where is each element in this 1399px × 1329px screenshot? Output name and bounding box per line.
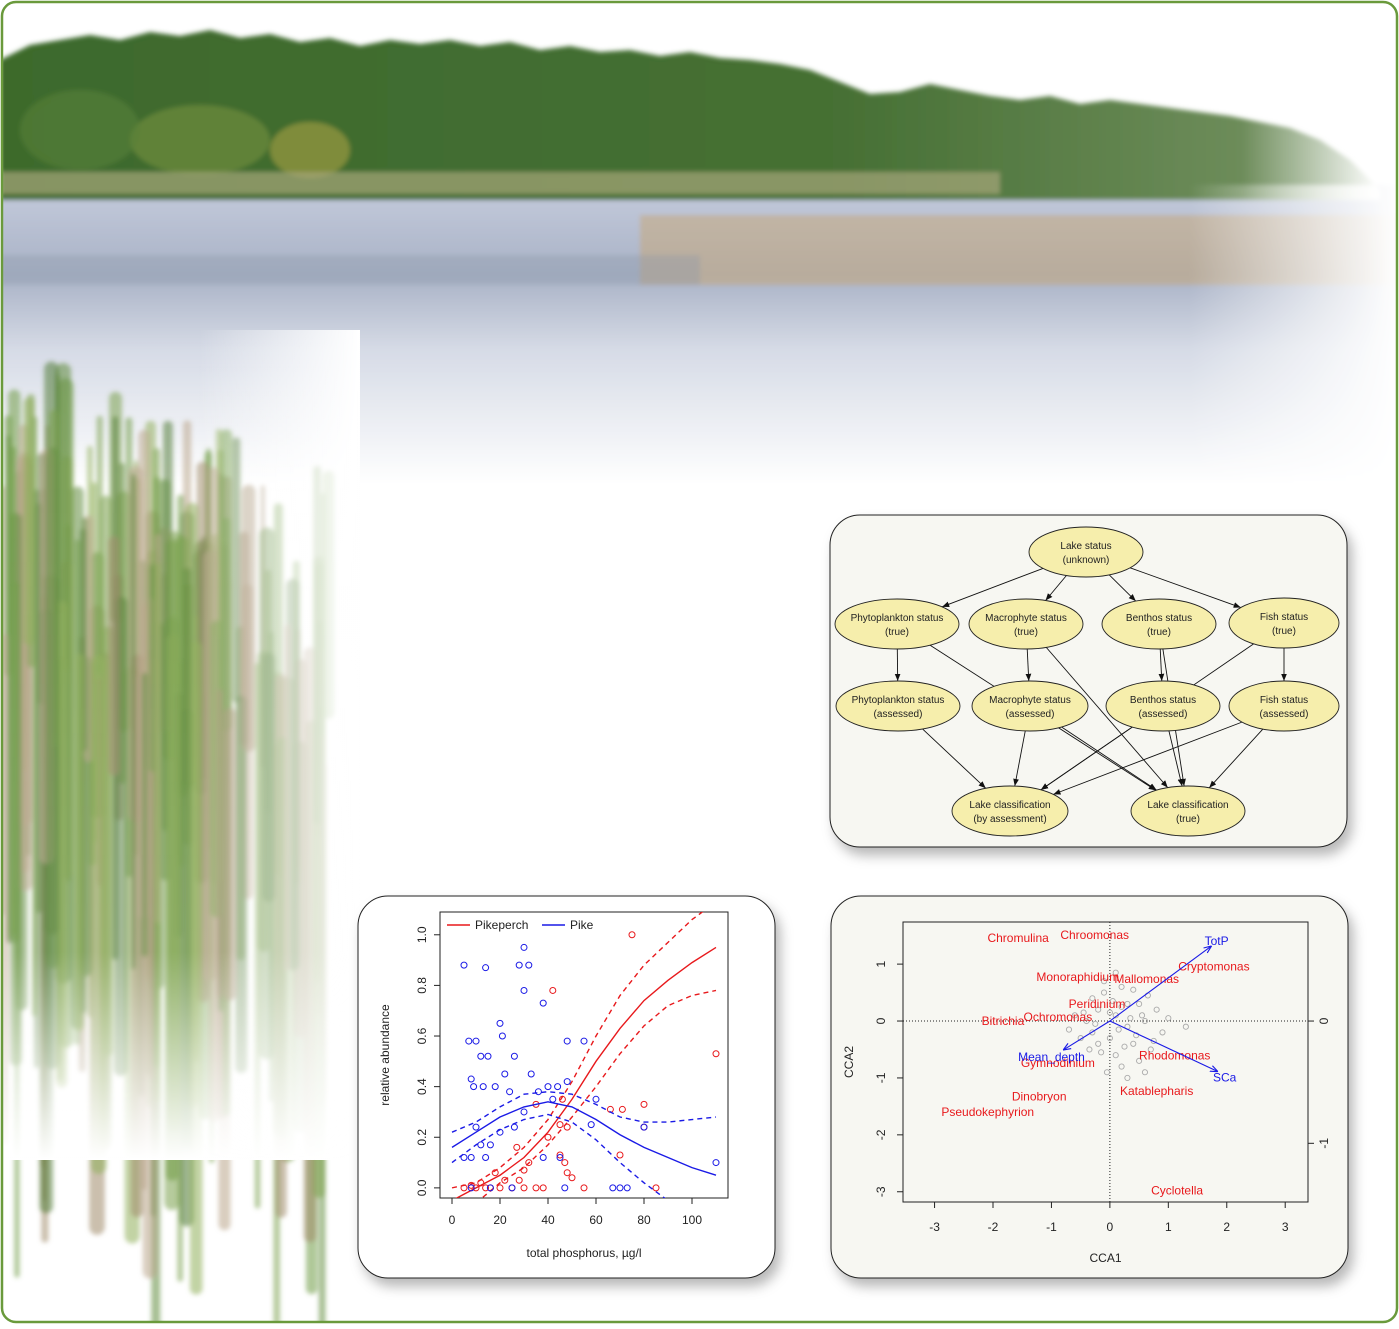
y-tick-label: -3 bbox=[874, 1186, 888, 1197]
scatter-chart: 0 20 40 60 80 100 0.0 0.2 0.4 0.6 0.8 1.0 total phos… bbox=[358, 896, 775, 1278]
node bbox=[1106, 681, 1220, 731]
node-sublabel: (true) bbox=[1147, 627, 1171, 638]
env-label: SCa bbox=[1213, 1071, 1237, 1085]
y-tick-label: -2 bbox=[874, 1129, 888, 1140]
x-tick-label: -3 bbox=[929, 1220, 940, 1234]
x-axis-label: CCA1 bbox=[1089, 1251, 1121, 1265]
node-sublabel: (true) bbox=[885, 627, 909, 638]
node-label: Phytoplankton status bbox=[851, 613, 944, 624]
species-label: Peridinium bbox=[1069, 997, 1126, 1011]
species-label: Bitrichia bbox=[982, 1014, 1025, 1028]
y-tick-label: 0 bbox=[874, 1017, 888, 1024]
node-label: Fish status bbox=[1260, 695, 1308, 706]
x-tick-label: 0 bbox=[449, 1213, 456, 1227]
y-tick-label: 0.4 bbox=[415, 1078, 429, 1095]
node-sublabel: (assessed) bbox=[874, 709, 923, 720]
biplot-chart: -3 -2 -1 0 1 2 3 -3 -2 -1 0 1 -1 0 CCA1 CCA2 Chromulina C… bbox=[831, 896, 1348, 1278]
node bbox=[969, 599, 1083, 649]
node-label: Benthos status bbox=[1130, 695, 1196, 706]
species-label: Chromulina bbox=[987, 931, 1049, 945]
node-label: Lake classification bbox=[1147, 800, 1228, 811]
node bbox=[1029, 527, 1143, 577]
y-axis-label: CCA2 bbox=[842, 1046, 856, 1078]
x-tick-label: -1 bbox=[1046, 1220, 1057, 1234]
x-tick-label: 100 bbox=[682, 1213, 702, 1227]
species-label: Chroomonas bbox=[1060, 928, 1129, 942]
node bbox=[835, 599, 959, 649]
node bbox=[952, 786, 1068, 836]
y-tick-label: 0.2 bbox=[415, 1129, 429, 1146]
node bbox=[1229, 681, 1339, 731]
node bbox=[1131, 786, 1245, 836]
species-label: Katablepharis bbox=[1120, 1084, 1193, 1098]
node bbox=[1102, 599, 1216, 649]
network-diagram: Lake status (unknown) Phytoplankton status… bbox=[830, 515, 1347, 847]
node-label: Lake classification bbox=[969, 800, 1050, 811]
node bbox=[836, 681, 960, 731]
y-axis-label: relative abundance bbox=[378, 1004, 392, 1106]
x-tick-label: 80 bbox=[637, 1213, 651, 1227]
node-label: Macrophyte status bbox=[989, 695, 1071, 706]
y2-tick-label: 0 bbox=[1317, 1017, 1331, 1024]
node-label: Lake status bbox=[1060, 541, 1111, 552]
y-tick-label: -1 bbox=[874, 1072, 888, 1083]
species-label: Cyclotella bbox=[1151, 1184, 1203, 1198]
node-sublabel: (unknown) bbox=[1063, 555, 1110, 566]
species-label: Pseudokephyrion bbox=[941, 1105, 1034, 1119]
x-tick-label: 40 bbox=[541, 1213, 555, 1227]
y-tick-label: 0.8 bbox=[415, 977, 429, 994]
y-tick-label: 0.6 bbox=[415, 1027, 429, 1044]
node-label: Fish status bbox=[1260, 612, 1308, 623]
node bbox=[972, 681, 1088, 731]
y2-tick-label: -1 bbox=[1317, 1138, 1331, 1149]
node-label: Phytoplankton status bbox=[852, 695, 945, 706]
node-label: Macrophyte status bbox=[985, 613, 1067, 624]
species-label: Monoraphidium bbox=[1036, 970, 1119, 984]
x-tick-label: 2 bbox=[1223, 1220, 1230, 1234]
x-tick-label: -2 bbox=[988, 1220, 999, 1234]
node-sublabel: (assessed) bbox=[1139, 709, 1188, 720]
species-label: Mallomonas bbox=[1114, 972, 1179, 986]
node-sublabel: (assessed) bbox=[1006, 709, 1055, 720]
node-sublabel: (true) bbox=[1176, 814, 1200, 825]
node-label: Benthos status bbox=[1126, 613, 1192, 624]
legend-label: Pike bbox=[570, 918, 594, 932]
species-label: Ochromonas bbox=[1024, 1010, 1093, 1024]
x-tick-label: 60 bbox=[589, 1213, 603, 1227]
x-tick-label: 20 bbox=[493, 1213, 507, 1227]
env-label: Mean_depth bbox=[1018, 1050, 1085, 1064]
y-tick-label: 1.0 bbox=[415, 926, 429, 943]
x-tick-label: 0 bbox=[1107, 1220, 1114, 1234]
node-sublabel: (assessed) bbox=[1260, 709, 1309, 720]
y-tick-label: 0.0 bbox=[415, 1179, 429, 1196]
species-label: Cryptomonas bbox=[1178, 959, 1249, 973]
node-sublabel: (true) bbox=[1014, 627, 1038, 638]
env-label: TotP bbox=[1205, 934, 1229, 948]
y-tick-label: 1 bbox=[874, 960, 888, 967]
legend-label: Pikeperch bbox=[475, 918, 528, 932]
x-tick-label: 1 bbox=[1165, 1220, 1172, 1234]
node-sublabel: (true) bbox=[1272, 626, 1296, 637]
x-tick-label: 3 bbox=[1282, 1220, 1289, 1234]
x-axis-label: total phosphorus, µg/l bbox=[527, 1246, 642, 1260]
node-sublabel: (by assessment) bbox=[973, 814, 1046, 825]
species-label: Dinobryon bbox=[1012, 1090, 1067, 1104]
node bbox=[1229, 598, 1339, 648]
